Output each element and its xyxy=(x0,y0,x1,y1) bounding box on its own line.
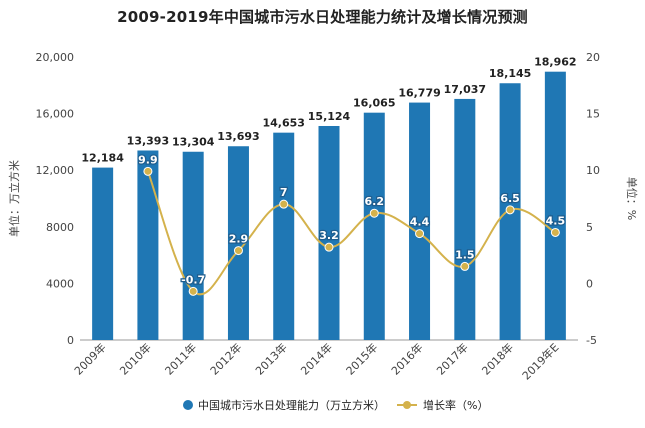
x-tick-label: 2012年 xyxy=(207,340,244,377)
y-tick-label: 20,000 xyxy=(36,51,75,64)
x-tick-label: 2019年E xyxy=(519,340,561,382)
bar-value-label: 18,145 xyxy=(489,67,531,80)
chart-title: 2009-2019年中国城市污水日处理能力统计及增长情况预测 xyxy=(117,8,528,26)
growth-point xyxy=(188,286,198,296)
growth-point xyxy=(369,208,379,218)
bar-value-label: 15,124 xyxy=(308,110,351,123)
growth-value-label: 6.5 xyxy=(500,192,520,205)
legend-layer: 中国城市污水日处理能力（万立方米） 增长率（%） xyxy=(183,398,488,412)
x-tick-label: 2015年 xyxy=(343,340,380,377)
bar-value-label: 13,304 xyxy=(172,136,215,149)
bar-value-label: 18,962 xyxy=(534,56,576,69)
growth-value-label: 3.2 xyxy=(319,229,339,242)
y-axis-title: 单位：万立方米 xyxy=(7,160,21,237)
bar-value-label: 13,693 xyxy=(217,130,259,143)
bar-value-label: 14,653 xyxy=(263,117,305,130)
x-tick-label: 2011年 xyxy=(162,340,199,377)
growth-point xyxy=(505,205,515,215)
y2-tick-label: -5 xyxy=(586,334,597,347)
bars-layer xyxy=(92,71,566,341)
y2-tick-label: 20 xyxy=(586,51,600,64)
y2-tick-label: 10 xyxy=(586,164,600,177)
bar xyxy=(182,151,204,340)
bar xyxy=(409,102,431,340)
bar xyxy=(137,150,159,340)
legend-bar-label: 中国城市污水日处理能力（万立方米） xyxy=(198,398,385,412)
growth-value-label: 9.9 xyxy=(138,153,158,166)
x-tick-label: 2013年 xyxy=(252,340,289,377)
y2-axis-title: 单位：% xyxy=(625,177,639,220)
bar-value-label: 13,393 xyxy=(127,134,169,147)
bar-value-label: 16,779 xyxy=(398,87,440,100)
bar xyxy=(318,125,340,341)
growth-value-label: 4.4 xyxy=(410,216,430,229)
growth-point xyxy=(143,166,153,176)
y2-tick-label: 5 xyxy=(586,221,593,234)
x-tick-label: 2016年 xyxy=(388,340,425,377)
growth-value-label: 4.5 xyxy=(546,214,566,227)
legend-bar-swatch xyxy=(183,400,193,410)
growth-value-label: 1.5 xyxy=(455,248,475,261)
y-tick-label: 4000 xyxy=(46,277,74,290)
line-layer xyxy=(143,166,560,296)
bar-value-label: 17,037 xyxy=(444,83,486,96)
bar xyxy=(273,132,295,340)
growth-point xyxy=(550,227,560,237)
bar xyxy=(363,112,385,340)
growth-value-label: 6.2 xyxy=(365,195,385,208)
legend-line-label: 增长率（%） xyxy=(423,398,488,412)
bar-value-label: 12,184 xyxy=(81,152,124,165)
y2-tick-label: 0 xyxy=(586,277,593,290)
growth-value-label: 7 xyxy=(280,186,288,199)
bar xyxy=(544,71,566,341)
x-tick-label: 2018年 xyxy=(479,340,516,377)
growth-line xyxy=(146,170,556,296)
bar xyxy=(227,146,249,340)
growth-point xyxy=(233,246,243,256)
bar-value-label: 16,065 xyxy=(353,97,395,110)
y-tick-label: 8000 xyxy=(46,221,74,234)
y-tick-label: 16,000 xyxy=(36,108,75,121)
bar xyxy=(92,167,114,340)
growth-point xyxy=(460,261,470,271)
y2-tick-label: 15 xyxy=(586,108,600,121)
bar xyxy=(454,98,476,340)
growth-value-label: 2.9 xyxy=(229,233,249,246)
y-tick-label: 0 xyxy=(67,334,74,347)
x-tick-label: 2017年 xyxy=(433,340,470,377)
legend-line-marker xyxy=(403,401,411,409)
y-tick-label: 12,000 xyxy=(36,164,75,177)
growth-point xyxy=(324,242,334,252)
growth-point xyxy=(415,229,425,239)
growth-point xyxy=(279,199,289,209)
growth-value-label: -0.7 xyxy=(181,273,205,286)
x-tick-label: 2014年 xyxy=(298,340,335,377)
x-tick-label: 2010年 xyxy=(117,340,154,377)
x-tick-label: 2009年 xyxy=(71,340,108,377)
